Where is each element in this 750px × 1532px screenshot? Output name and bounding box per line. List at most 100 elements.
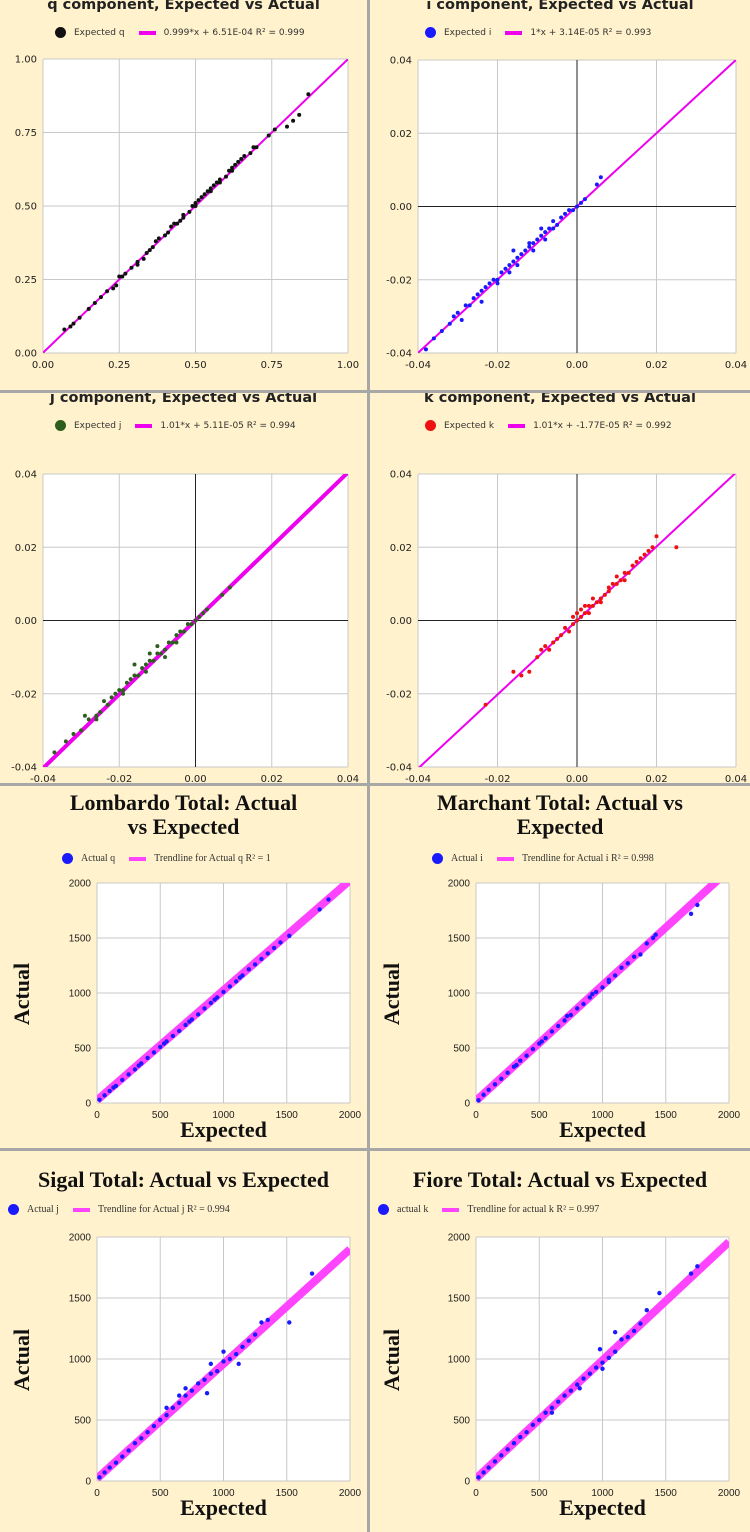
data-point <box>578 614 583 619</box>
data-point <box>459 318 464 323</box>
data-point <box>193 204 198 208</box>
data-point <box>233 162 238 167</box>
data-point <box>600 1360 605 1365</box>
data-point <box>52 750 57 755</box>
legend-series-label: actual k <box>397 1204 429 1215</box>
y-tick-label: 0 <box>85 1477 91 1488</box>
x-tick-label: -0.04 <box>30 774 56 783</box>
data-point <box>135 262 140 267</box>
data-point <box>227 1356 233 1362</box>
data-point <box>575 618 579 623</box>
chart-panel-q: q component, Expected vs Actual Expected … <box>0 0 367 390</box>
data-point <box>306 92 311 97</box>
y-tick-label: -0.04 <box>386 763 412 774</box>
data-point <box>492 1082 498 1087</box>
data-point <box>511 259 516 264</box>
data-point <box>555 222 560 227</box>
data-point <box>227 585 232 590</box>
x-tick-label: 1500 <box>276 1488 299 1499</box>
data-point <box>598 600 603 605</box>
data-point <box>153 239 158 244</box>
y-tick-label: -0.04 <box>386 349 412 360</box>
x-tick-label: 1000 <box>212 1110 235 1121</box>
data-point <box>181 215 186 220</box>
data-point <box>236 1361 241 1367</box>
data-point <box>117 688 122 693</box>
y-tick-label: 1500 <box>448 934 471 945</box>
legend-series-label: Expected i <box>444 27 492 38</box>
data-point <box>233 979 239 984</box>
data-point <box>113 691 118 696</box>
x-axis-label: Expected <box>180 1117 267 1142</box>
data-point <box>197 614 202 619</box>
x-axis-label: Expected <box>559 1495 646 1520</box>
data-point <box>177 1028 182 1034</box>
data-point <box>650 935 656 941</box>
chart-title: Sigal Total: Actual vs Expected <box>38 1167 329 1192</box>
data-point <box>123 271 128 276</box>
data-point <box>479 299 484 304</box>
data-point <box>86 717 91 722</box>
data-point <box>562 1393 567 1398</box>
data-point <box>227 984 233 989</box>
data-point <box>193 618 198 623</box>
y-tick-label: 0.75 <box>15 128 37 139</box>
chart-title: Fiore Total: Actual vs Expected <box>412 1167 708 1192</box>
data-point <box>94 717 99 722</box>
legend-trend-label: Trendline for Actual j R² = 0.994 <box>97 1204 230 1215</box>
data-point <box>189 1388 195 1393</box>
data-point <box>265 951 270 956</box>
data-point <box>246 967 251 972</box>
chart-legend: Expected q 0.999*x + 6.51E-04 R² = 0.999 <box>55 27 305 38</box>
data-point <box>143 669 148 674</box>
data-point <box>102 1470 107 1475</box>
x-tick-label: 0 <box>94 1110 100 1121</box>
data-point <box>610 581 615 586</box>
data-point <box>600 1366 605 1371</box>
x-tick-label: 0.04 <box>725 360 747 371</box>
data-point <box>606 589 611 594</box>
chart-legend: Expected i 1*x + 3.14E-05 R² = 0.993 <box>425 27 651 38</box>
trendline <box>476 883 721 1103</box>
y-tick-label: 0.00 <box>390 616 412 627</box>
data-point <box>71 321 76 326</box>
data-point <box>455 310 460 315</box>
x-tick-label: 0.02 <box>645 774 667 783</box>
data-point <box>71 732 76 737</box>
data-point <box>297 112 302 117</box>
data-point <box>105 702 110 707</box>
data-point <box>581 1376 586 1381</box>
data-point <box>145 1430 150 1435</box>
data-point <box>242 154 247 159</box>
data-point <box>630 563 635 568</box>
data-point <box>634 559 639 564</box>
data-point <box>120 1454 125 1459</box>
x-tick-label: 1000 <box>212 1488 235 1499</box>
data-point <box>158 1044 163 1050</box>
data-point <box>159 651 164 656</box>
chart-svg: 0 500 1000 1500 2000 0 500 1000 1500 2000 <box>448 1233 741 1500</box>
data-point <box>581 1001 586 1007</box>
data-point <box>230 165 235 170</box>
data-point <box>674 545 679 550</box>
x-tick-label: 2000 <box>718 1110 741 1121</box>
legend-trend-label: 1.01*x + -1.77E-05 R² = 0.992 <box>533 420 672 431</box>
data-point <box>481 1470 486 1475</box>
data-point <box>172 221 177 226</box>
legend-trend-label: 0.999*x + 6.51E-04 R² = 0.999 <box>163 27 305 38</box>
data-point <box>177 1400 182 1406</box>
data-point <box>619 1337 624 1342</box>
data-point <box>626 570 631 575</box>
data-point <box>181 212 186 217</box>
data-point <box>505 1447 510 1452</box>
data-point <box>136 1063 141 1068</box>
chart-panel-sigal: Sigal Total: Actual vs Expected Actual j T… <box>0 1151 367 1532</box>
data-point <box>547 647 552 652</box>
data-point <box>220 592 225 597</box>
data-point <box>163 233 167 238</box>
data-point <box>559 215 564 220</box>
data-point <box>164 1405 169 1410</box>
y-tick-label: 0.04 <box>15 470 37 481</box>
x-tick-label: 0 <box>473 1110 479 1121</box>
data-point <box>233 1351 239 1357</box>
